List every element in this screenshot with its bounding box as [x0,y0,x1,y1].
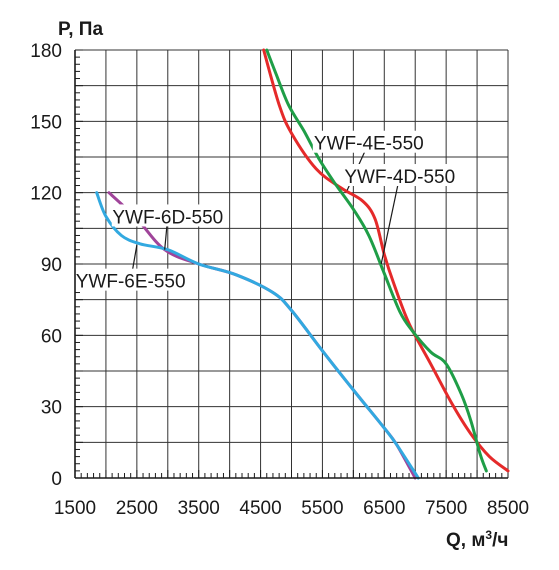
x-tick-label: 3500 [178,498,220,519]
curve-label-background [343,164,456,187]
curve-label-background [312,130,425,153]
y-tick-label: 60 [41,326,62,347]
series-line-ywf-4d-550 [265,48,488,473]
x-tick-label: 1500 [54,498,96,519]
y-tick-label: 30 [41,398,62,419]
curve-labels: YWF-6D-550 YWF-6E-550 YWF-4E-550 YWF-4D-550 [74,130,456,293]
series-line-ywf-4e-550 [262,48,510,473]
curve-label: YWF-6D-550 [112,207,223,228]
curve-label-background [74,268,187,291]
x-tick-label: 5500 [301,498,343,519]
x-axis-title-suffix: /ч [492,530,508,551]
curve-label: YWF-4D-550 [344,167,455,188]
curve-label: YWF-6E-550 [76,272,186,293]
curve-label-background [111,204,224,227]
y-tick-label: 90 [41,255,62,276]
tick-labels: 1500 2500 3500 4500 5500 6500 7500 8500 0 30 60 90 1… [30,41,529,519]
x-axis-title-sup: 3 [485,528,492,542]
x-tick-label: 8500 [487,498,529,519]
x-tick-label: 2500 [116,498,158,519]
x-tick-label: 6500 [363,498,405,519]
y-tick-label: 120 [30,184,62,205]
y-tick-label: 150 [30,112,62,133]
x-tick-label: 7500 [425,498,467,519]
series-line-ywf-6e-550 [95,191,420,480]
x-axis-title-prefix: Q, м [446,530,485,551]
curve-label: YWF-4E-550 [314,134,424,155]
x-tick-label: 4500 [239,498,281,519]
y-tick-label: 180 [30,41,62,62]
y-axis-title: P, Па [58,19,103,40]
series-lines [95,48,510,480]
x-axis-title: Q, м3/ч [446,528,508,551]
label-leader-line [380,175,401,265]
axes [74,50,508,479]
grid [74,49,509,479]
y-tick-label: 0 [51,469,62,490]
